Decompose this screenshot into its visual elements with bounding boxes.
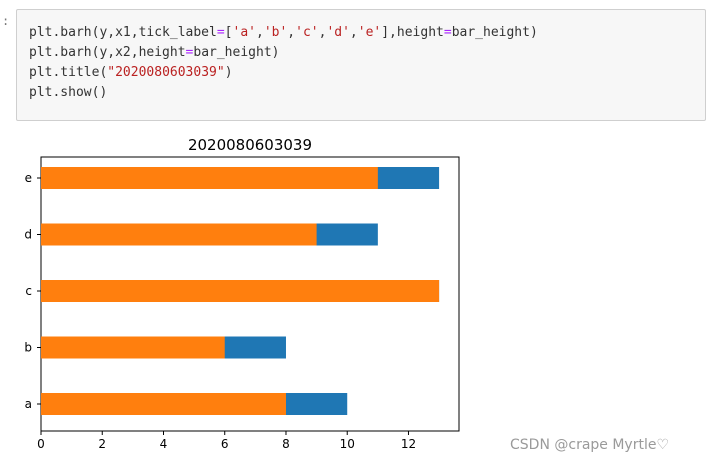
code-line: plt.barh(y,x1,tick_label=['a','b','c','d… — [29, 23, 705, 43]
x-tick-label: 10 — [340, 437, 355, 451]
code-token: = — [216, 25, 225, 40]
code-token: 'c' — [295, 25, 319, 40]
code-token: [ — [224, 25, 233, 40]
chart-title: 2020080603039 — [188, 136, 312, 154]
bar-series2-e — [41, 167, 378, 189]
code-token: ],height — [381, 25, 444, 40]
code-line: plt.barh(y,x2,height=bar_height) — [29, 43, 705, 63]
code-token: 'b' — [263, 25, 288, 40]
code-line: plt.show() — [29, 83, 705, 103]
x-tick-label: 12 — [401, 437, 416, 451]
code-token: bar_height) — [193, 45, 280, 60]
code-token: = — [185, 45, 194, 60]
code-token: plt.title( — [29, 65, 108, 80]
x-tick-label: 0 — [37, 437, 45, 451]
code-token: , — [349, 25, 358, 40]
code-token: plt.barh(y,x1,tick_label — [29, 25, 217, 40]
x-tick-label: 6 — [221, 437, 229, 451]
code-token: bar_height) — [451, 25, 538, 40]
code-token: 'd' — [326, 25, 350, 40]
y-tick-label: a — [25, 397, 32, 411]
x-tick-label: 8 — [282, 437, 290, 451]
bar-series2-d — [41, 223, 317, 246]
code-cell[interactable]: plt.barh(y,x1,tick_label=['a','b','c','d… — [16, 9, 706, 121]
x-tick-label: 4 — [160, 437, 168, 451]
bar-chart: 0 2 4 6 8 10 12 a b c d e 2020080603039 — [24, 136, 460, 451]
bar-series2-a — [41, 393, 286, 415]
y-tick-label: e — [25, 171, 32, 185]
code-token: 'a' — [232, 25, 256, 40]
code-token: ) — [224, 65, 233, 80]
code-token: = — [443, 25, 452, 40]
code-token: "2020080603039" — [107, 65, 225, 80]
bar-series2-b — [41, 336, 225, 359]
code-token: , — [287, 25, 296, 40]
code-token: 'e' — [357, 25, 382, 40]
code-token: plt.barh(y,x2,height — [29, 45, 186, 60]
code-token: , — [255, 25, 264, 40]
bar-series2-c — [41, 280, 440, 302]
watermark: CSDN @crape Myrtle♡ — [510, 437, 670, 453]
y-tick-label: c — [25, 284, 32, 298]
x-tick-label: 2 — [98, 437, 106, 451]
code-line: plt.title("2020080603039") — [29, 63, 705, 83]
cell-prompt: : — [2, 14, 10, 28]
code-token: , — [318, 25, 327, 40]
y-tick-label: b — [24, 341, 32, 355]
code-token: plt.show() — [29, 85, 108, 100]
y-tick-label: d — [24, 228, 32, 242]
